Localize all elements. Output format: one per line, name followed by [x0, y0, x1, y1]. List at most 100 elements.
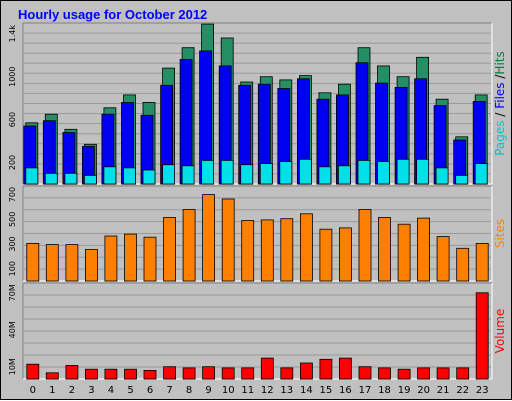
x-tick-label: 0: [30, 385, 36, 396]
bar-volume: [104, 368, 118, 380]
bar-pages: [318, 166, 332, 185]
chart-title: Hourly usage for October 2012: [18, 7, 207, 22]
bar-sites: [202, 194, 216, 282]
bar-sites: [182, 208, 196, 282]
axis-label-part: Pages: [493, 120, 507, 155]
bar-volume: [378, 367, 391, 380]
x-tick-label: 3: [88, 385, 94, 396]
x-tick-label: 7: [166, 385, 172, 396]
bar-pages: [337, 165, 351, 185]
bar-volume: [143, 369, 157, 380]
bar-volume: [26, 363, 40, 380]
bar-sites: [221, 198, 235, 282]
bar-volume: [65, 365, 79, 380]
bar-volume: [456, 367, 470, 380]
bar-sites: [299, 213, 313, 282]
x-tick-label: 18: [378, 385, 391, 396]
panel-volume: 10M 40M 70M Volume: [8, 282, 507, 380]
x-tick-label: 10: [222, 385, 235, 396]
axis-label-part: Sites: [493, 219, 507, 248]
x-tick-label: 22: [456, 385, 469, 396]
x-tick-label: 16: [339, 385, 352, 396]
bar-volume: [241, 367, 255, 380]
bar-sites: [163, 217, 177, 282]
bar-sites: [26, 242, 40, 282]
bar-sites: [143, 236, 157, 282]
x-tick-label: 17: [359, 385, 372, 396]
bar-sites: [85, 249, 98, 282]
bar-pages: [416, 158, 430, 185]
y-tick-label: 1.4k: [8, 25, 17, 43]
bar-volume: [319, 358, 333, 380]
x-tick-label: 6: [147, 385, 153, 396]
y-tick-label: 1000: [8, 67, 17, 87]
bar-sites: [436, 236, 450, 282]
bar-pages: [44, 172, 58, 185]
bar-pages: [279, 161, 293, 185]
bar-sites: [358, 208, 372, 282]
bar-pages: [25, 167, 39, 185]
bar-volume: [221, 367, 235, 380]
x-tick-label: 23: [476, 385, 489, 396]
bar-volume: [397, 368, 411, 380]
axis-label-part: Files: [493, 82, 507, 108]
bar-sites: [124, 233, 137, 282]
bar-pages: [474, 163, 488, 185]
bar-volume: [475, 292, 489, 380]
x-tick-label: 13: [280, 385, 293, 396]
y-tick-label: 600: [8, 112, 17, 127]
series-sites: [26, 194, 489, 282]
series-volume: [26, 292, 489, 380]
bar-pages: [201, 159, 215, 185]
bar-pages: [240, 164, 254, 185]
bar-pages: [220, 159, 234, 185]
series-pages: [25, 158, 488, 185]
y-tick-label: 300: [8, 236, 17, 251]
bar-sites: [104, 235, 118, 282]
x-tick-label: 2: [69, 385, 75, 396]
bar-pages: [162, 164, 176, 185]
bar-volume: [182, 367, 196, 380]
bar-sites: [456, 247, 470, 282]
bar-volume: [163, 366, 177, 380]
x-tick-label: 20: [417, 385, 430, 396]
bar-sites: [65, 244, 79, 282]
axis-label-part: /: [493, 74, 507, 83]
bar-volume: [417, 367, 431, 380]
bar-sites: [475, 242, 489, 282]
bar-sites: [417, 217, 431, 282]
bar-sites: [241, 220, 255, 282]
y-tick-label: 500: [8, 212, 17, 227]
y-tick-label: 100: [8, 261, 17, 276]
bar-volume: [202, 366, 216, 380]
bar-volume: [358, 366, 372, 380]
bar-pages: [259, 163, 273, 185]
bar-pages: [298, 158, 312, 185]
bar-volume: [280, 367, 294, 380]
bar-volume: [436, 367, 450, 380]
bar-pages: [396, 158, 410, 185]
axis-label-part: Volume: [493, 309, 507, 354]
bar-sites: [260, 219, 274, 282]
bar-sites: [378, 217, 391, 282]
y-tick-label: 10M: [8, 358, 17, 375]
panel-sites: 100 300 500 700 Sites: [8, 185, 507, 282]
x-tick-label: 4: [108, 385, 114, 396]
bar-sites: [319, 228, 333, 282]
y-tick-label: 70M: [8, 284, 17, 301]
y-tick-label: 200: [8, 155, 17, 170]
bar-pages: [435, 167, 449, 185]
bar-pages: [142, 169, 156, 185]
x-tick-label: 14: [300, 385, 313, 396]
bar-files: [179, 59, 193, 185]
x-tick-label: 11: [241, 385, 254, 396]
x-tick-label: 1: [49, 385, 55, 396]
bar-volume: [338, 357, 352, 380]
x-tick-label: 21: [437, 385, 450, 396]
bar-volume: [45, 372, 59, 380]
x-tick-label: 8: [186, 385, 192, 396]
bar-volume: [124, 368, 137, 380]
